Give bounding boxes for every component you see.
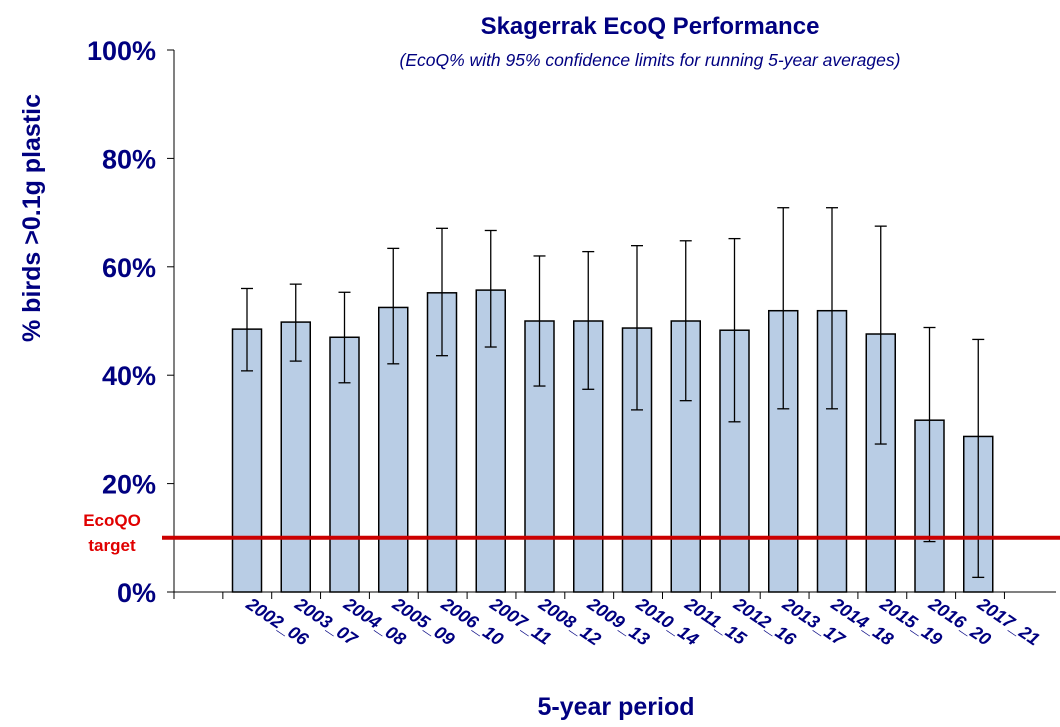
x-axis-label: 5-year period [537, 693, 694, 721]
y-tick-label: 80% [102, 144, 156, 174]
target-label-line2: target [88, 536, 136, 555]
y-tick-label: 0% [117, 578, 156, 608]
chart-subtitle: (EcoQ% with 95% confidence limits for ru… [400, 50, 901, 70]
bar [768, 309, 799, 593]
target-label-line1: EcoQO [83, 511, 141, 530]
y-tick-label: 40% [102, 361, 156, 391]
bar [573, 320, 604, 593]
bar [378, 306, 409, 593]
bar [280, 321, 311, 593]
y-tick-label: 100% [87, 36, 156, 66]
bar [231, 328, 263, 593]
y-tick-label: 60% [102, 253, 156, 283]
y-tick-label: 20% [102, 470, 156, 500]
chart-title: Skagerrak EcoQ Performance [481, 13, 820, 40]
y-axis-label: % birds >0.1g plastic [18, 94, 46, 342]
plot-area: 0%20%40%60%80%100%2002_062003_072004_082… [87, 36, 1060, 650]
